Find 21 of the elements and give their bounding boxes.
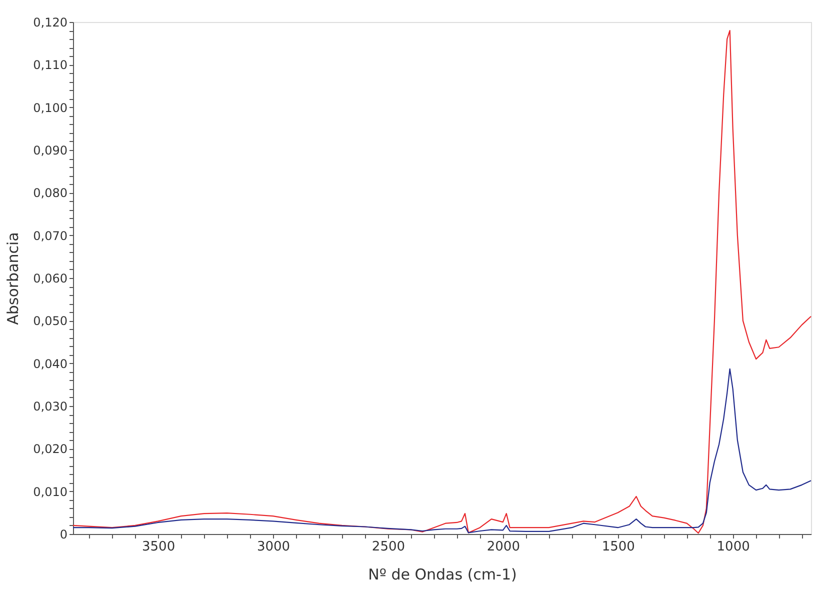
y-tick-label: 0,010	[33, 484, 68, 499]
x-tick-label: 1000	[716, 540, 750, 554]
y-axis-title: Absorbancia	[4, 232, 22, 325]
y-tick-label: 0,080	[33, 186, 68, 200]
y-tick-label: 0,120	[33, 16, 68, 30]
y-tick-label: 0,110	[33, 58, 68, 72]
y-tick-label: 0	[60, 528, 68, 542]
x-tick-label: 3500	[142, 540, 176, 554]
x-tick-label: 1500	[602, 540, 635, 554]
x-tick-label: 2500	[372, 540, 406, 554]
y-tick-label: 0,020	[33, 442, 68, 456]
x-tick-label: 3000	[256, 540, 290, 554]
y-tick-label: 0,070	[33, 228, 68, 243]
y-tick-label: 0,030	[33, 400, 68, 414]
y-tick-label: 0,050	[33, 314, 68, 328]
y-tick-label: 0,040	[33, 356, 68, 371]
y-tick-label: 0,100	[33, 100, 68, 115]
y-tick-label: 0,060	[33, 272, 68, 286]
x-tick-label: 2000	[486, 540, 520, 554]
y-tick-label: 0,090	[33, 144, 68, 158]
x-axis-title: Nº de Ondas (cm-1)	[368, 566, 517, 584]
